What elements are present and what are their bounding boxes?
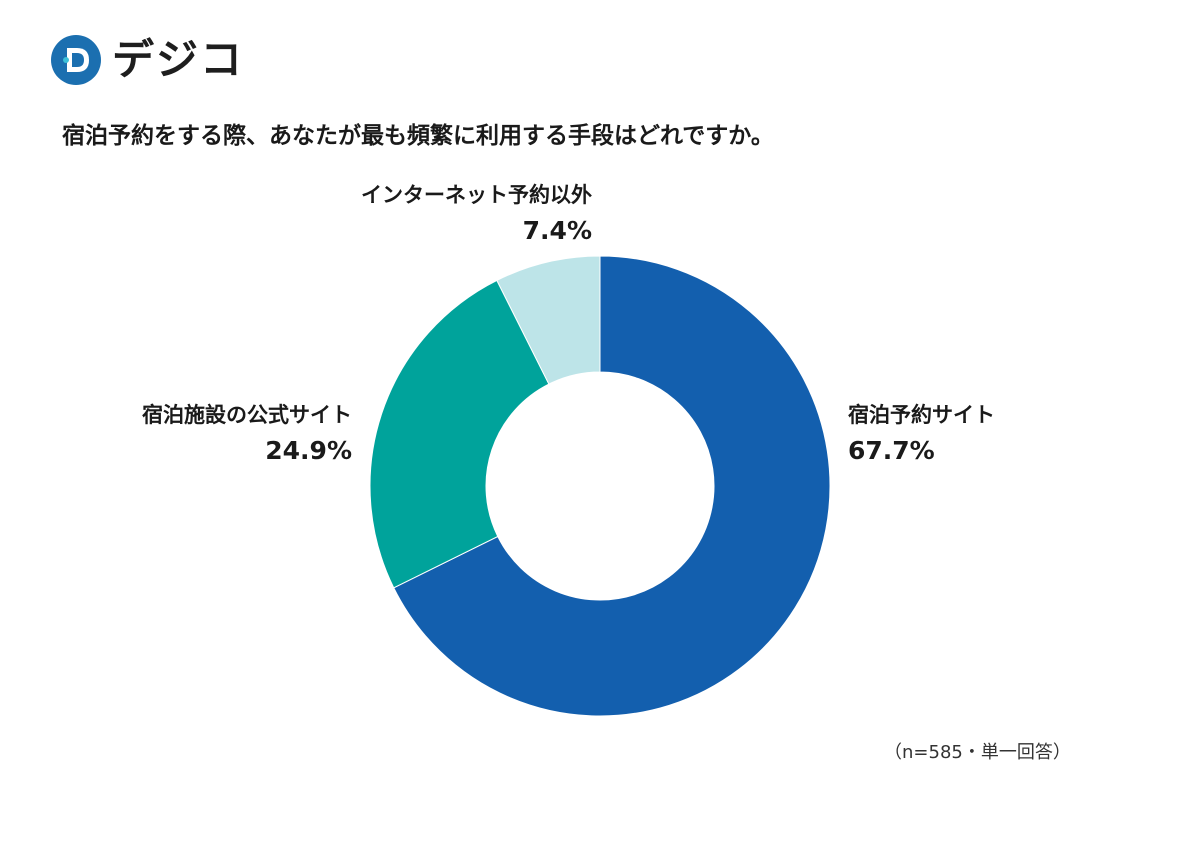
logo-mark-icon — [51, 35, 101, 85]
label-non-internet: インターネット予約以外 7.4% — [330, 178, 592, 250]
logo-text: デジコ — [112, 35, 245, 84]
label-booking-site-name: 宿泊予約サイト — [848, 403, 995, 427]
label-official-site-value: 24.9% — [265, 436, 352, 465]
label-non-internet-name: インターネット予約以外 — [361, 183, 592, 207]
sample-note: （n=585・単一回答） — [884, 742, 1071, 763]
slice-official-site — [369, 279, 550, 589]
question-title: 宿泊予約をする際、あなたが最も頻繁に利用する手段はどれですか。 — [62, 123, 774, 149]
label-official-site: 宿泊施設の公式サイト 24.9% — [80, 398, 352, 470]
label-official-site-name: 宿泊施設の公式サイト — [142, 403, 352, 427]
slice-non-internet — [496, 255, 601, 385]
label-booking-site: 宿泊予約サイト 67.7% — [848, 398, 995, 470]
label-booking-site-value: 67.7% — [848, 436, 935, 465]
brand-logo: デジコ — [50, 32, 244, 88]
slice-booking-site — [393, 255, 831, 717]
label-non-internet-value: 7.4% — [522, 216, 592, 245]
